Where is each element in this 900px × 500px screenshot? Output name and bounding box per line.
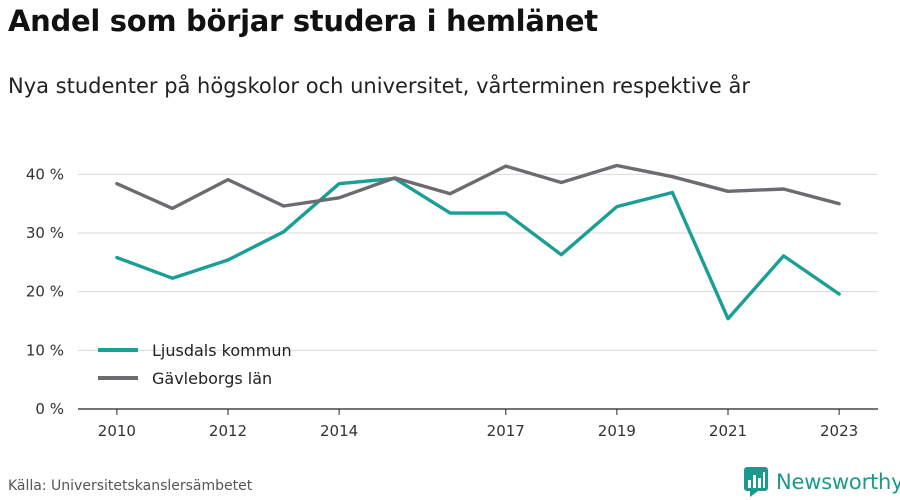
- y-axis-labels: 0 % 10 % 20 % 30 % 40 %: [26, 165, 64, 418]
- chart-subtitle: Nya studenter på högskolor och universit…: [8, 74, 750, 98]
- x-tick-label: 2021: [709, 422, 747, 440]
- series-line-2: [115, 163, 841, 211]
- legend: Ljusdals kommun Gävleborgs län: [98, 341, 292, 388]
- legend-label: Ljusdals kommun: [152, 341, 292, 360]
- line-chart: 0 % 10 % 20 % 30 % 40 % 2010 2012 2014 2017 2019…: [26, 163, 878, 440]
- series-line-1: [115, 176, 841, 321]
- x-tick-label: 2012: [209, 422, 247, 440]
- grid-lines: [78, 173, 878, 351]
- y-tick-label: 10 %: [26, 341, 64, 359]
- brand-name: Newsworthy: [776, 470, 900, 494]
- brand-logo: Newsworthy: [744, 466, 900, 498]
- legend-label: Gävleborgs län: [152, 369, 272, 388]
- y-tick-label: 0 %: [35, 400, 64, 418]
- y-tick-label: 30 %: [26, 224, 64, 242]
- x-tick-label: 2017: [487, 422, 525, 440]
- x-tick-label: 2019: [598, 422, 636, 440]
- x-tick-label: 2023: [820, 422, 858, 440]
- bar-chart-logo-icon: [744, 467, 768, 497]
- source-note: Källa: Universitetskanslersämbetet: [8, 478, 253, 494]
- y-tick-label: 40 %: [26, 165, 64, 183]
- x-axis: 2010 2012 2014 2017 2019 2021 2023: [78, 408, 878, 440]
- x-tick-label: 2014: [320, 422, 358, 440]
- y-tick-label: 20 %: [26, 283, 64, 301]
- series-lines: [115, 163, 841, 321]
- chart-title: Andel som börjar studera i hemlänet: [8, 4, 598, 38]
- x-tick-label: 2010: [98, 422, 136, 440]
